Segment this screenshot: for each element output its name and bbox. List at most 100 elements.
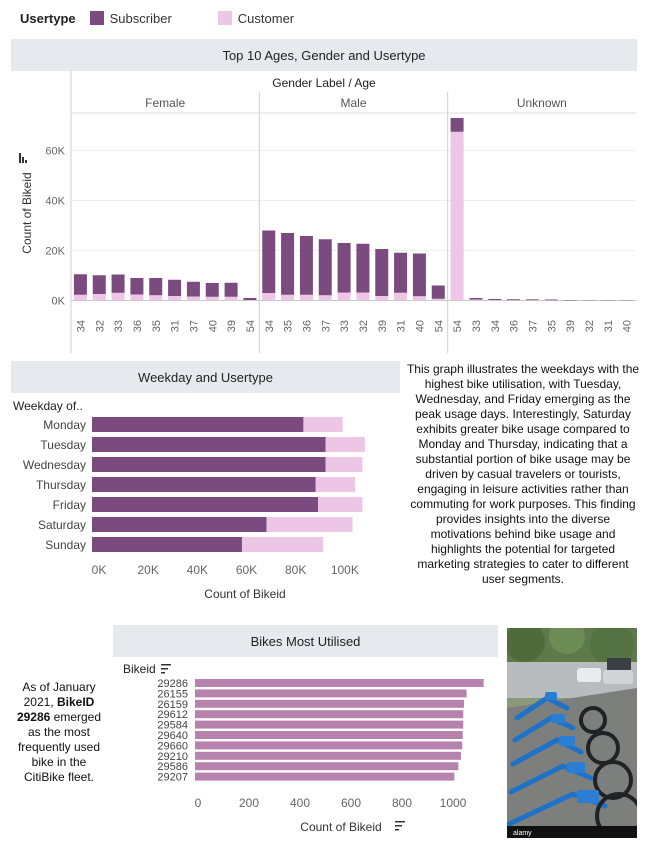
weekday-label: Friday — [53, 498, 86, 512]
customer-bar — [205, 296, 219, 301]
top-bike-note: As of January 2021, BikeID 29286 emerged… — [12, 680, 106, 785]
bike-count-bar — [195, 689, 467, 698]
x-tick-label: 400 — [290, 796, 310, 810]
bikeid-label: 29640 — [157, 730, 188, 742]
subscriber-bar — [168, 279, 182, 296]
subscriber-bar — [262, 230, 276, 293]
subscriber-bar — [525, 299, 539, 301]
age-tick-label: 36 — [301, 320, 313, 332]
bikes-chart-title: Bikes Most Utilised — [250, 633, 361, 649]
subscriber-bar — [92, 457, 326, 472]
bike-count-bar — [195, 720, 464, 729]
age-tick-label: 39 — [565, 320, 577, 332]
subscriber-bar — [337, 243, 351, 293]
bikes-chart: Bikeid2928626155261592961229584296402966… — [123, 662, 484, 834]
customer-bar — [186, 296, 200, 301]
bikeid-label: 29660 — [157, 740, 188, 752]
legend-item-subscriber[interactable]: Subscriber — [89, 11, 172, 26]
age-tick-label: 33 — [471, 320, 483, 332]
bikeid-label: 29584 — [157, 720, 188, 732]
customer-bar — [224, 296, 238, 301]
age-gender-chart-title: Top 10 Ages, Gender and Usertype — [222, 47, 426, 63]
sort-icon — [19, 153, 21, 163]
age-tick-label: 31 — [396, 320, 408, 332]
sort-icon — [395, 821, 405, 823]
age-tick-label: 40 — [622, 320, 634, 332]
customer-bar — [168, 296, 182, 301]
x-tick-label: 60K — [236, 563, 257, 577]
bikeid-label: 26155 — [157, 688, 188, 700]
legend-swatch-subscriber — [89, 11, 104, 25]
bikes-chart-header: Bikes Most Utilised — [113, 625, 498, 657]
bikeid-label: 29207 — [157, 772, 188, 784]
customer-bar — [325, 437, 365, 452]
customer-bar — [149, 295, 163, 301]
subscriber-bar — [356, 243, 370, 293]
customer-bar — [73, 294, 87, 301]
customer-bar — [130, 294, 144, 301]
x-axis-title: Count of Bikeid — [204, 587, 285, 601]
customer-bar — [469, 299, 483, 301]
subscriber-bar — [488, 299, 502, 300]
subscriber-bar — [469, 298, 483, 300]
bike-count-bar — [195, 731, 463, 739]
age-tick-label: 31 — [170, 320, 182, 332]
subscriber-bar — [412, 253, 426, 297]
bike-count-bar — [195, 741, 463, 750]
bikes-chart-panel: Bikeid 29286 26155 26159 29612 29584 29640 2966… — [113, 657, 498, 842]
subscriber-bar — [243, 298, 257, 300]
subscriber-bar — [281, 233, 295, 295]
age-tick-label: 39 — [377, 320, 389, 332]
customer-bar — [318, 295, 332, 301]
bikeid-label: 29286 — [157, 678, 188, 690]
group-label: Female — [145, 96, 185, 110]
bikeid-label: 29586 — [157, 761, 188, 773]
subscriber-bar — [149, 278, 163, 296]
age-gender-chart-header: Top 10 Ages, Gender and Usertype — [11, 39, 637, 71]
x-tick-label: 200 — [239, 796, 259, 810]
x-tick-label: 80K — [285, 563, 306, 577]
bikeid-label: 26159 — [157, 699, 188, 711]
sort-icon — [161, 672, 165, 674]
customer-bar — [337, 292, 351, 301]
age-tick-label: 40 — [207, 320, 219, 332]
age-tick-label: 32 — [584, 320, 596, 332]
legend-item-customer[interactable]: Customer — [217, 11, 294, 26]
age-tick-label: 54 — [245, 320, 257, 332]
age-tick-label: 39 — [226, 320, 238, 332]
age-tick-label: 31 — [603, 320, 615, 332]
customer-bar — [394, 292, 408, 301]
customer-bar — [303, 417, 343, 432]
subscriber-bar — [431, 285, 445, 299]
subscriber-bar — [205, 283, 219, 297]
group-label: Male — [340, 96, 366, 110]
weekday-label: Wednesday — [23, 458, 86, 472]
sort-icon — [395, 825, 402, 827]
age-tick-label: 34 — [264, 320, 276, 332]
customer-bar — [325, 457, 363, 472]
sort-icon — [25, 160, 27, 163]
customer-bar — [281, 294, 295, 301]
customer-bar — [111, 292, 125, 301]
subscriber-bar — [111, 274, 125, 293]
citibike-photo: alamy — [507, 628, 637, 838]
subscriber-bar — [73, 274, 87, 295]
subscriber-bar — [394, 252, 408, 293]
age-tick-label: 33 — [339, 320, 351, 332]
legend-title: Usertype — [20, 10, 76, 26]
subscriber-bar — [92, 537, 242, 552]
age-tick-label: 34 — [490, 320, 502, 332]
weekday-chart: Weekday of.. Monday Tuesday Wednesday Thursd… — [13, 399, 365, 601]
age-tick-label: 54 — [433, 320, 445, 332]
bike-count-bar — [195, 699, 465, 708]
y-tick-label: 20K — [45, 246, 65, 258]
citibike-photo-drawing: alamy — [507, 628, 637, 838]
x-tick-label: 20K — [137, 563, 158, 577]
age-tick-label: 37 — [527, 320, 539, 332]
customer-bar — [356, 292, 370, 301]
age-tick-label: 36 — [509, 320, 521, 332]
age-tick-label: 37 — [188, 320, 200, 332]
legend-swatch-customer — [217, 11, 232, 25]
subscriber-bar — [544, 299, 558, 301]
customer-bar — [266, 517, 353, 532]
